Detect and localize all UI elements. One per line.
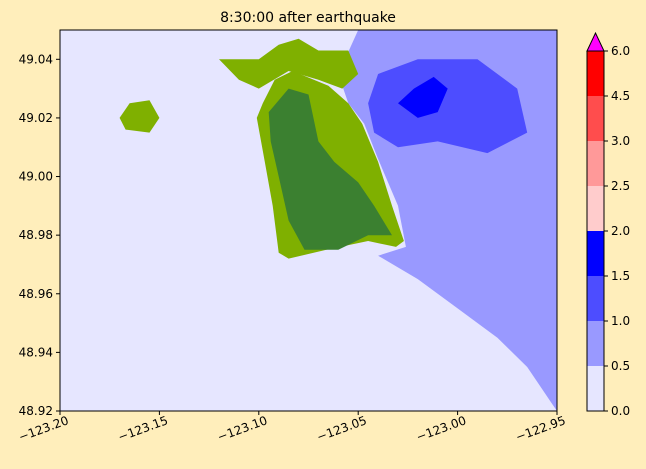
colorbar-tick-label: 2.5: [611, 179, 630, 193]
colorbar-segment: [587, 51, 604, 96]
colorbar-extend-arrow: [586, 31, 605, 52]
region-dark-core: [268, 88, 392, 250]
y-tick-label: 48.96: [19, 287, 53, 301]
y-tick-label: 48.98: [19, 228, 53, 242]
colorbar-segment: [587, 276, 604, 321]
chart-title: 8:30:00 after earthquake: [220, 10, 396, 26]
colorbar-tick-label: 2.0: [611, 224, 630, 238]
region-north-land: [219, 38, 359, 89]
x-tick-label: −123.05: [315, 413, 369, 444]
x-tick-label: −123.00: [414, 413, 468, 444]
y-tick-label: 48.92: [19, 404, 53, 418]
y-tick-label: 49.00: [19, 170, 53, 184]
colorbar-segment: [587, 141, 604, 186]
colorbar-tick-label: 0.0: [611, 404, 630, 418]
colorbar-tick-label: 1.5: [611, 269, 630, 283]
colorbar-segment: [587, 321, 604, 366]
colorbar-segment: [587, 96, 604, 141]
colorbar-tick-label: 0.5: [611, 359, 630, 373]
colorbar-segment: [587, 366, 604, 411]
colorbar-tick-label: 1.0: [611, 314, 630, 328]
colorbar-segment: [587, 186, 604, 231]
y-tick-label: 49.02: [19, 111, 53, 125]
plot-area: −123.20 −123.15 −123.10 −123.05 −123.00 −122.…: [17, 29, 568, 444]
region-shore-3: [398, 76, 448, 118]
plot-frame: [59, 29, 558, 412]
x-tick-label: −123.10: [216, 413, 270, 444]
y-tick-label: 49.04: [19, 52, 53, 66]
colorbar-tick-label: 4.5: [611, 89, 630, 103]
x-tick-label: −123.15: [116, 413, 170, 444]
region-shore-2: [368, 59, 528, 154]
x-tick-label: −122.95: [514, 413, 568, 444]
y-tick-label: 48.94: [19, 345, 53, 359]
colorbar-tick-label: 6.0: [611, 44, 630, 58]
colorbar: 0.0 0.5 1.0 1.5 2.0 2.5 3.0 4.5 6.0: [586, 31, 630, 418]
colorbar-tick-label: 3.0: [611, 134, 630, 148]
region-west-land: [119, 100, 160, 133]
colorbar-segment: [587, 231, 604, 276]
